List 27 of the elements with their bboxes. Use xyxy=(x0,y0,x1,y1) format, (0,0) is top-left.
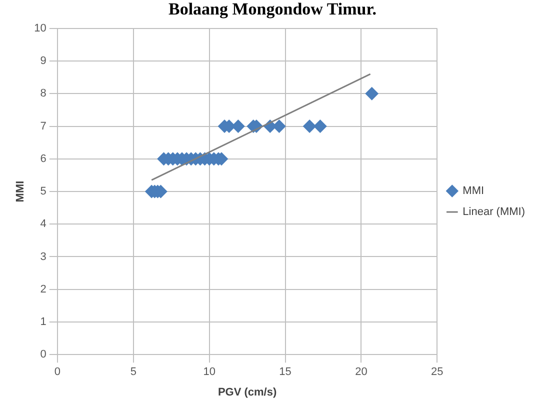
y-tick-label: 3 xyxy=(40,250,46,263)
y-tick-label: 10 xyxy=(34,22,46,34)
y-tick-label: 6 xyxy=(40,152,46,165)
x-axis-title: PGV (cm/s) xyxy=(218,386,277,398)
y-tick-label: 9 xyxy=(40,55,46,68)
y-tick-label: 1 xyxy=(40,316,46,328)
y-tick-label: 2 xyxy=(40,283,46,296)
legend-label: MMI xyxy=(462,185,484,198)
x-tick-label: 0 xyxy=(54,366,60,378)
x-tick-label: 15 xyxy=(279,366,292,378)
point xyxy=(365,87,378,100)
x-tick-label: 10 xyxy=(203,366,216,378)
legend-label: Linear (MMI) xyxy=(462,206,525,218)
x-tick-label: 5 xyxy=(130,366,136,378)
y-tick-label: 4 xyxy=(40,218,46,230)
x-tick-label: 25 xyxy=(431,366,444,378)
y-tick-label: 0 xyxy=(40,348,46,361)
point xyxy=(232,120,245,133)
point xyxy=(314,120,327,133)
chart-title: Bolaang Mongondow Timur. xyxy=(168,0,377,19)
y-tick-label: 8 xyxy=(40,88,46,100)
x-tick-label: 20 xyxy=(355,366,368,378)
point xyxy=(303,120,316,133)
y-tick-label: 7 xyxy=(40,120,46,132)
point xyxy=(272,120,286,133)
y-axis-title: MMI xyxy=(14,180,27,202)
y-tick-label: 5 xyxy=(40,186,46,198)
